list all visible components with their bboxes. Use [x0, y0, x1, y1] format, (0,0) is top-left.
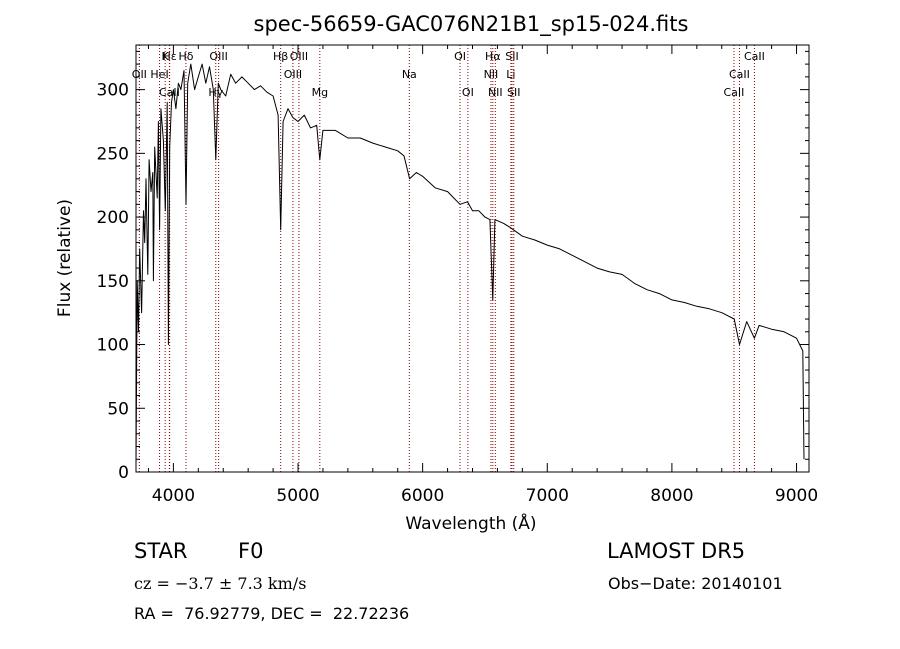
- spectrum-line-0: [135, 63, 805, 466]
- x-tick-label: 4000: [152, 486, 195, 506]
- line-marker-label: OI: [454, 50, 466, 63]
- line-marker-label: K: [162, 50, 170, 63]
- line-marker-label: OIII: [290, 50, 308, 63]
- y-tick-label: 300: [97, 81, 129, 101]
- y-tick-label: 100: [97, 336, 129, 356]
- y-tick-label: 250: [97, 144, 129, 164]
- line-marker-label: OII: [132, 68, 147, 81]
- y-tick-label: 50: [107, 399, 129, 419]
- chart-title: spec-56659-GAC076N21B1_sp15-024.fits: [254, 12, 689, 37]
- line-marker-label: Li: [506, 68, 515, 81]
- spectrum-series: [135, 63, 805, 466]
- line-marker-label: OIII: [284, 68, 302, 81]
- observation-date: Obs−Date: 20140101: [608, 574, 783, 593]
- line-marker-label: Hβ: [273, 50, 288, 63]
- line-marker-label: Hγ: [208, 86, 223, 99]
- line-marker-label: SII: [505, 50, 518, 63]
- redshift-velocity: cz = −3.7 ± 7.3 km/s: [134, 574, 307, 593]
- sky-coordinates: RA = 76.92779, DEC = 22.72236: [134, 604, 410, 623]
- line-marker-label: CaII: [729, 68, 750, 81]
- line-marker-label: Na: [402, 68, 417, 81]
- line-marker-label: Mg: [312, 86, 328, 99]
- line-marker-label: NII: [488, 86, 503, 99]
- line-marker-label: Hδ: [178, 50, 193, 63]
- line-marker-label: NII: [484, 68, 499, 81]
- x-tick-label: 6000: [401, 486, 444, 506]
- x-tick-label: 9000: [775, 486, 818, 506]
- line-marker-label: HeI: [150, 68, 168, 81]
- line-marker-label: SII: [507, 86, 520, 99]
- object-class: STAR: [134, 539, 188, 563]
- line-marker-label: Hα: [485, 50, 501, 63]
- survey-name: LAMOST DR5: [607, 539, 746, 563]
- line-marker-label: OIII: [209, 50, 227, 63]
- line-marker-label: CaII: [744, 50, 765, 63]
- line-marker-label: OI: [462, 86, 474, 99]
- y-tick-label: 200: [97, 208, 129, 228]
- x-tick-label: 8000: [650, 486, 693, 506]
- object-subclass: F0: [238, 539, 264, 563]
- y-axis-label: Flux (relative): [55, 199, 75, 317]
- line-marker-label: CaII: [724, 86, 745, 99]
- y-tick-label: 0: [118, 463, 129, 483]
- x-axis: 4000 5000 6000 7000 8000 9000: [147, 45, 818, 506]
- x-tick-label: 7000: [526, 486, 569, 506]
- x-axis-label: Wavelength (Å): [405, 512, 536, 534]
- y-tick-label: 150: [97, 272, 129, 292]
- y-axis: 0 50 100 150 200 250 300: [97, 50, 809, 483]
- plot-frame: [135, 44, 810, 473]
- x-tick-label: 5000: [276, 486, 319, 506]
